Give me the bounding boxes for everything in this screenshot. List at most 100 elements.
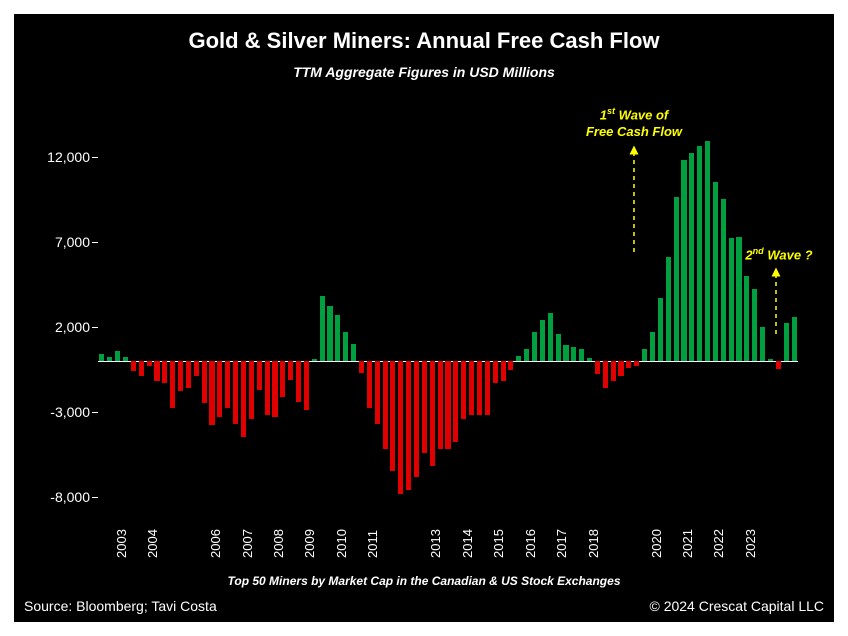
x-tick-label: 2015 [491, 529, 506, 558]
bar [587, 358, 592, 361]
x-tick-label: 2020 [649, 529, 664, 558]
bar [650, 332, 655, 361]
bar [233, 361, 238, 424]
bar [563, 345, 568, 360]
bar [430, 361, 435, 467]
bar [595, 361, 600, 375]
bar [343, 332, 348, 361]
x-tick-label: 2021 [680, 529, 695, 558]
bar [477, 361, 482, 415]
annotation-wave-1-arrow [604, 142, 664, 262]
bar [729, 238, 734, 361]
chart-title: Gold & Silver Miners: Annual Free Cash F… [14, 28, 834, 54]
bar [508, 361, 513, 370]
bar [571, 347, 576, 361]
bar [516, 356, 521, 361]
bar [359, 361, 364, 373]
chart-inner: Gold & Silver Miners: Annual Free Cash F… [14, 14, 834, 622]
bar [642, 349, 647, 361]
bar [154, 361, 159, 381]
x-tick-label: 2016 [523, 529, 538, 558]
bar [445, 361, 450, 450]
bar [406, 361, 411, 490]
source-label: Source: Bloomberg; Tavi Costa [24, 598, 217, 614]
bar [666, 257, 671, 361]
x-tick-label: 2010 [334, 529, 349, 558]
bar [209, 361, 214, 426]
x-tick-label: 2022 [711, 529, 726, 558]
bar [99, 354, 104, 361]
bar [320, 296, 325, 361]
plot-area [98, 114, 798, 514]
bar [532, 332, 537, 361]
bar [312, 359, 317, 361]
bar [681, 160, 686, 361]
bar [453, 361, 458, 443]
bar [713, 182, 718, 361]
x-tick-label: 2017 [554, 529, 569, 558]
bar [178, 361, 183, 392]
chart-subtitle: TTM Aggregate Figures in USD Millions [14, 64, 834, 80]
bar [123, 357, 128, 361]
bar [485, 361, 490, 415]
bar [674, 197, 679, 360]
bar [162, 361, 167, 383]
x-tick-label: 2008 [271, 529, 286, 558]
bar [768, 359, 773, 361]
x-tick-label: 2011 [365, 530, 380, 558]
y-tick-label: 2,000 [20, 319, 90, 335]
bar [438, 361, 443, 450]
bar [375, 361, 380, 424]
bar [257, 361, 262, 390]
y-tick-label: 12,000 [20, 149, 90, 165]
bar [367, 361, 372, 409]
bar [556, 334, 561, 361]
bar [634, 361, 639, 366]
bar [611, 361, 616, 381]
bar [217, 361, 222, 417]
bar [288, 361, 293, 380]
bar [469, 361, 474, 415]
y-tick-label: -8,000 [20, 489, 90, 505]
chart-footnote: Top 50 Miners by Market Cap in the Canad… [14, 574, 834, 588]
bar [493, 361, 498, 383]
bar [296, 361, 301, 402]
bar [115, 351, 120, 361]
annotation-wave-1: 1st Wave of Free Cash Flow [574, 106, 694, 140]
bar [265, 361, 270, 415]
x-tick-label: 2003 [114, 529, 129, 558]
bar [422, 361, 427, 453]
annotation-wave-2-arrow [762, 264, 802, 344]
bar [304, 361, 309, 410]
bar [524, 349, 529, 361]
bar [603, 361, 608, 388]
bar [705, 141, 710, 361]
bar [398, 361, 403, 494]
bar [752, 289, 757, 360]
annotation-wave-2: 2nd Wave ? [734, 246, 824, 264]
bar [721, 199, 726, 361]
x-tick-label: 2014 [460, 529, 475, 558]
x-tick-label: 2007 [240, 529, 255, 558]
bar [335, 315, 340, 361]
bar [327, 306, 332, 360]
bar [689, 153, 694, 361]
bar [744, 276, 749, 361]
bar [390, 361, 395, 472]
bar [202, 361, 207, 404]
x-tick-label: 2018 [586, 529, 601, 558]
bar [548, 313, 553, 361]
bar [241, 361, 246, 438]
bar [170, 361, 175, 409]
bar [280, 361, 285, 397]
bar [540, 320, 545, 361]
bar [147, 361, 152, 366]
bar [414, 361, 419, 477]
y-tick-label: 7,000 [20, 234, 90, 250]
bar [131, 361, 136, 371]
y-tick-label: -3,000 [20, 404, 90, 420]
bar [194, 361, 199, 376]
bar [579, 349, 584, 361]
bar [139, 361, 144, 376]
x-tick-label: 2013 [428, 529, 443, 558]
